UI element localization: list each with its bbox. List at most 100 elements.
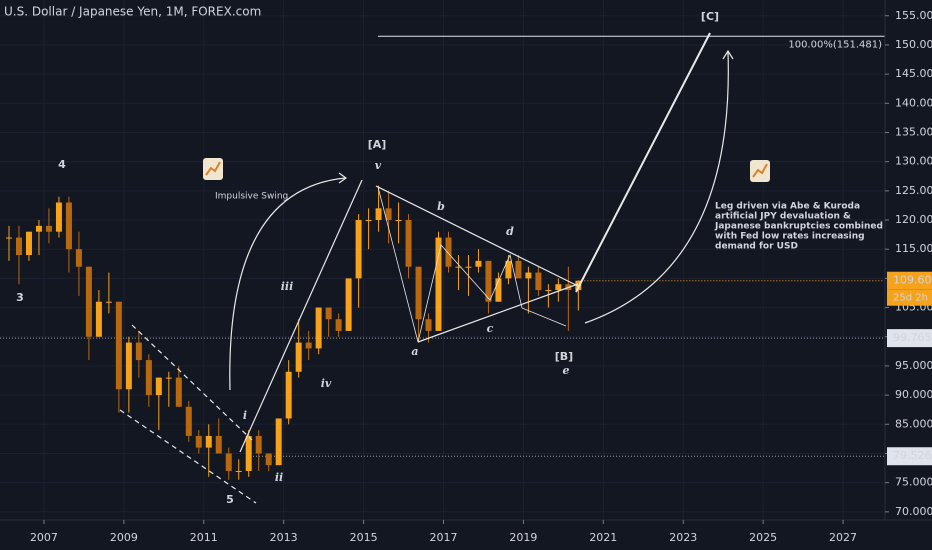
projection-line: [575, 32, 711, 293]
x-tick-label: 2011: [190, 531, 218, 544]
candle-body: [545, 290, 552, 292]
annotation: [B]: [555, 350, 573, 363]
annotation: iv: [321, 377, 332, 390]
triangle-upper: [375, 185, 579, 287]
candles: [5, 185, 582, 480]
candle-body: [535, 272, 542, 291]
x-tick-label: 2013: [270, 531, 298, 544]
annotation: 5: [226, 493, 234, 506]
candle-body: [35, 225, 42, 232]
candle-body: [525, 272, 532, 279]
candle-body: [415, 266, 422, 320]
x-tick-label: 2023: [669, 531, 697, 544]
y-tick-label: 130.000: [895, 155, 932, 168]
x-tick-label: 2019: [509, 531, 537, 544]
candle-body: [385, 208, 392, 221]
candle-body: [365, 220, 372, 222]
x-tick-label: 2017: [429, 531, 457, 544]
y-tick-label: 150.000: [895, 38, 932, 51]
note-line: artificial JPY devaluation &: [715, 212, 851, 222]
y-tick-label: 115.000: [895, 242, 932, 255]
candle-body: [485, 260, 492, 302]
candle-body: [155, 377, 162, 396]
annotation: c: [487, 322, 494, 335]
candle-body: [425, 319, 432, 331]
candle-body: [235, 470, 242, 472]
curved-arrow: [584, 51, 729, 324]
y-tick-label: 95.000: [895, 359, 932, 372]
candle-body: [445, 237, 452, 267]
y-tick-label: 140.000: [895, 96, 932, 109]
candle-body: [15, 237, 22, 256]
arrow-head: [722, 49, 734, 60]
y-tick-label: 90.000: [895, 388, 932, 401]
candle-body: [185, 406, 192, 436]
arrow-head: [338, 172, 348, 184]
note-line: Japanese bankruptcies combined: [714, 222, 883, 232]
candle-body: [25, 231, 32, 256]
x-tick-label: 2009: [110, 531, 138, 544]
trend-line: [239, 179, 363, 453]
note-line: demand for USD: [715, 242, 798, 252]
x-tick-label: 2015: [350, 531, 378, 544]
annotation: 4: [58, 158, 66, 171]
candle-body: [135, 342, 142, 361]
annotation: a: [411, 345, 418, 358]
candle-body: [325, 307, 332, 320]
annotation: ii: [275, 471, 283, 484]
level-label: 79.526: [893, 449, 932, 462]
annotation: [C]: [701, 10, 719, 23]
candle-body: [175, 377, 182, 407]
annotation: d: [506, 225, 514, 238]
candle-body: [45, 225, 52, 232]
annotation: 3: [16, 291, 24, 304]
candle-body: [5, 237, 12, 239]
y-tick-label: 85.000: [895, 417, 932, 430]
candle-body: [245, 435, 252, 471]
candle-body: [345, 278, 352, 331]
x-tick-label: 2027: [829, 531, 857, 544]
candle-body: [255, 435, 262, 454]
annotation: Impulsive Swing: [215, 192, 288, 202]
candle-body: [405, 220, 412, 267]
candle-body: [455, 266, 462, 268]
candle-body: [55, 202, 62, 232]
x-tick-label: 2021: [589, 531, 617, 544]
note-line: Leg driven via Abe & Kuroda: [715, 202, 860, 212]
triangle-lower: [417, 283, 579, 343]
level-label: 99.765: [893, 331, 932, 344]
channel-upper: [131, 324, 253, 441]
candle-body: [165, 377, 172, 379]
candle-body: [295, 342, 302, 372]
x-tick-label: 2007: [30, 531, 58, 544]
candle-body: [225, 453, 232, 471]
axes: 70.00075.00080.00085.00090.00095.000100.…: [30, 9, 932, 544]
candle-body: [145, 360, 152, 396]
level-box: [887, 447, 932, 466]
y-tick-label: 120.000: [895, 213, 932, 226]
candle-body: [215, 435, 222, 454]
candle-body: [275, 418, 282, 466]
candle-body: [85, 266, 92, 337]
annotation: [A]: [368, 138, 387, 151]
candle-body: [395, 220, 402, 222]
candle-body: [375, 208, 382, 221]
candle-body: [195, 435, 202, 448]
y-tick-label: 125.000: [895, 184, 932, 197]
chart-title: U.S. Dollar / Japanese Yen, 1M, FOREX.co…: [4, 5, 261, 19]
candle-body: [495, 278, 502, 302]
annotation: b: [437, 200, 445, 213]
x-tick-label: 2025: [749, 531, 777, 544]
candle-body: [475, 260, 482, 267]
annotations: 100.00%(151.481)435[A]vbdace[B][C]iiiiii…: [16, 10, 883, 506]
candle-body: [65, 202, 72, 250]
countdown-label: 25d 2h: [893, 293, 928, 304]
candle-body: [435, 237, 442, 331]
candle-body: [555, 284, 562, 291]
candle-body: [285, 371, 292, 419]
countdown-box: [887, 289, 932, 306]
icon: [203, 158, 770, 182]
candle-body: [205, 435, 212, 448]
candle-body: [115, 301, 122, 390]
